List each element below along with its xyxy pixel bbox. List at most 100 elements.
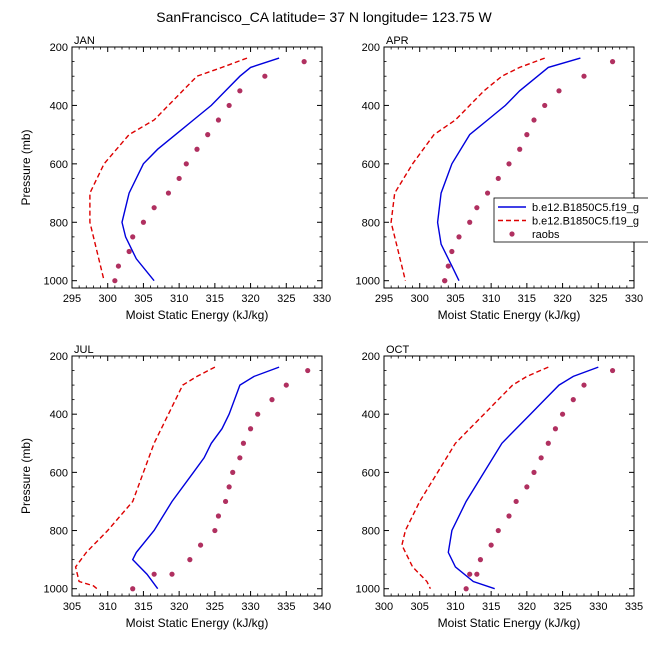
- x-tick-label: 305: [63, 601, 81, 613]
- series-group: [74, 366, 311, 592]
- raob-point: [212, 527, 218, 534]
- raob-point: [474, 571, 480, 577]
- raob-point: [169, 571, 175, 577]
- raob-point: [506, 161, 512, 167]
- legend-box: [493, 197, 648, 243]
- x-tick-label: 315: [206, 293, 224, 305]
- x-tick-label: 335: [625, 601, 643, 613]
- raob-point: [463, 586, 469, 592]
- y-axis-title: Pressure (mb): [19, 129, 33, 205]
- raob-point: [115, 263, 122, 269]
- y-tick-label: 200: [50, 42, 68, 54]
- raob-point: [449, 248, 455, 255]
- raob-point: [187, 557, 193, 563]
- panel-2: JUL 305 310 315 320 325 330 335 340 200 400 600 800 1…: [19, 344, 331, 630]
- x-tick-label: 305: [411, 601, 429, 613]
- x-tick-label: 300: [375, 601, 393, 613]
- series-line-solid: [436, 57, 581, 282]
- raob-point: [237, 88, 243, 94]
- raob-point: [215, 117, 222, 123]
- raob-point: [495, 175, 501, 182]
- raob-point: [467, 219, 473, 225]
- x-axis-title: Moist Static Energy (kJ/kg): [126, 308, 269, 322]
- x-tick-label: 295: [375, 293, 393, 305]
- y-tick-label: 400: [362, 409, 380, 421]
- raob-point: [538, 455, 544, 461]
- raob-point: [197, 542, 204, 548]
- raob-point: [205, 132, 211, 138]
- raob-point: [151, 571, 157, 577]
- x-tick-label: 300: [99, 293, 117, 305]
- series-line-dashed: [390, 57, 545, 281]
- raob-point: [581, 382, 587, 388]
- legend-label: b.e12.B1850C5.f19_g: [532, 202, 639, 214]
- raob-point: [226, 484, 232, 490]
- raob-point: [484, 190, 491, 196]
- x-tick-label: 320: [241, 293, 259, 305]
- x-tick-label: 330: [313, 293, 331, 305]
- panels: JAN 295 300 305 310 315 320 325 330 200 400 600 800 1…: [19, 35, 643, 630]
- legend-marker: [509, 231, 515, 237]
- raob-point: [445, 263, 451, 269]
- panel-label: JAN: [74, 35, 95, 47]
- series-group: [401, 366, 616, 592]
- plot-frame: [71, 46, 323, 289]
- raob-point: [215, 513, 222, 519]
- raob-point: [140, 219, 147, 225]
- raob-point: [305, 367, 311, 374]
- raob-point: [517, 146, 523, 152]
- raob-point: [506, 513, 512, 519]
- series-line-dashed: [74, 366, 216, 590]
- raob-point: [255, 411, 261, 417]
- raob-point: [531, 469, 537, 475]
- x-tick-label: 310: [170, 293, 188, 305]
- y-tick-label: 200: [50, 351, 68, 363]
- raob-point: [247, 426, 254, 432]
- x-axis-title: Moist Static Energy (kJ/kg): [438, 308, 581, 322]
- y-tick-label: 600: [362, 467, 380, 479]
- raob-point: [456, 234, 462, 240]
- raob-point: [609, 367, 616, 374]
- x-tick-label: 315: [482, 601, 500, 613]
- legend-label: raobs: [532, 229, 560, 241]
- panel-3: OCT 300 305 310 315 320 325 330 335 200 400 600 800 1…: [356, 344, 644, 630]
- y-tick-label: 1000: [44, 276, 68, 288]
- x-tick-label: 330: [625, 293, 643, 305]
- x-tick-label: 325: [589, 293, 607, 305]
- raob-point: [130, 586, 136, 592]
- raob-point: [477, 557, 484, 563]
- y-tick-label: 600: [50, 159, 68, 171]
- x-tick-label: 320: [518, 601, 536, 613]
- raob-point: [495, 527, 501, 534]
- raob-point: [151, 205, 157, 211]
- series-line-solid: [121, 57, 280, 282]
- x-tick-label: 315: [134, 601, 152, 613]
- y-tick-label: 400: [50, 100, 68, 112]
- raob-point: [581, 73, 587, 79]
- x-tick-label: 300: [411, 293, 429, 305]
- x-tick-label: 310: [446, 601, 464, 613]
- raob-point: [240, 440, 247, 446]
- raob-point: [609, 59, 616, 65]
- y-tick-label: 200: [362, 42, 380, 54]
- raob-point: [442, 278, 448, 284]
- x-tick-label: 325: [553, 601, 571, 613]
- raob-point: [183, 161, 189, 167]
- legend-label: b.e12.B1850C5.f19_g: [532, 216, 639, 228]
- raob-point: [165, 190, 172, 196]
- x-tick-label: 340: [313, 601, 331, 613]
- raob-point: [531, 117, 537, 123]
- y-tick-label: 800: [362, 217, 380, 229]
- series-line-solid: [131, 366, 280, 590]
- y-tick-label: 800: [362, 526, 380, 538]
- x-tick-label: 310: [99, 601, 117, 613]
- panel-1: APR 295 300 305 310 315 320 325 330 200 400 600 800 1…: [356, 35, 644, 322]
- y-tick-label: 200: [362, 351, 380, 363]
- x-tick-label: 305: [134, 293, 152, 305]
- raob-point: [474, 205, 480, 211]
- legend: b.e12.B1850C5.f19_g b.e12.B1850C5.f19_gra…: [493, 197, 648, 243]
- y-tick-label: 600: [362, 159, 380, 171]
- x-tick-label: 315: [518, 293, 536, 305]
- plot-frame: [71, 355, 323, 597]
